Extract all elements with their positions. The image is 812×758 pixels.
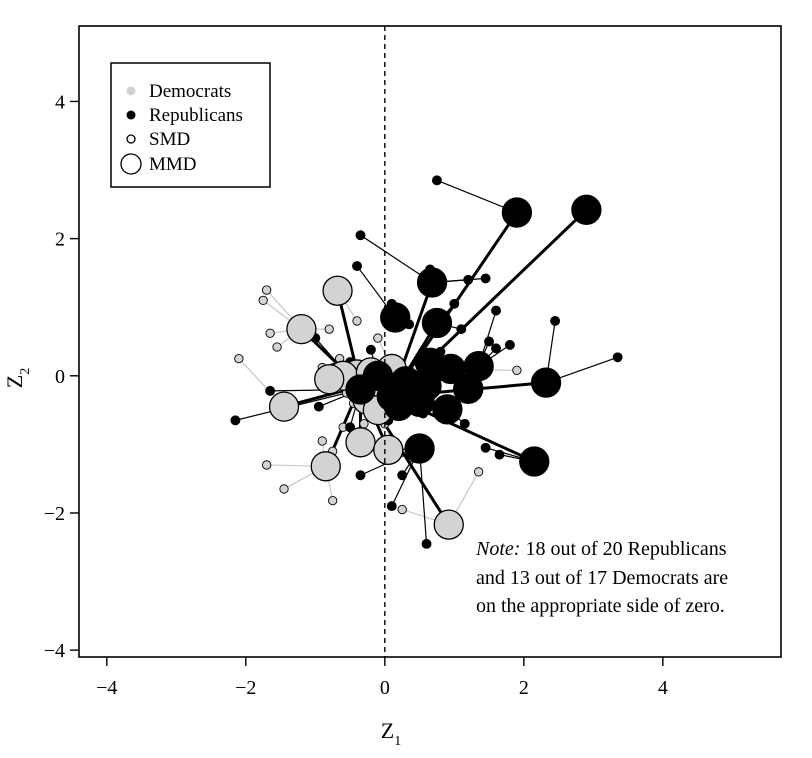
democrat-smd-point bbox=[373, 333, 383, 343]
y-tick-label: 4 bbox=[55, 91, 65, 113]
republican-smd-point bbox=[432, 175, 442, 186]
republican-smd-point bbox=[365, 344, 376, 355]
legend-label-republicans: Republicans bbox=[149, 105, 243, 126]
republican-smd-point bbox=[456, 324, 467, 335]
republican-smd-point bbox=[449, 298, 460, 309]
republican-connector bbox=[418, 448, 428, 544]
note-annotation: Note: 18 out of 20 Republicans and 13 ou… bbox=[475, 538, 728, 617]
y-tick-label: −2 bbox=[44, 503, 65, 525]
democrat-smd-point bbox=[317, 436, 327, 446]
republican-smd-point bbox=[265, 385, 276, 396]
republican-smd-point bbox=[459, 418, 470, 429]
republican-mmd-point bbox=[530, 367, 562, 398]
democrat-smd-point bbox=[262, 460, 272, 470]
legend-label-mmd: MMD bbox=[149, 154, 197, 175]
republican-smd-point bbox=[352, 261, 362, 272]
republican-smd-point bbox=[504, 339, 515, 350]
republican-mmd-point bbox=[421, 307, 453, 339]
democrat-smd-point bbox=[512, 365, 522, 375]
y-tick-label: 2 bbox=[55, 229, 65, 251]
x-tick-label: 2 bbox=[519, 677, 529, 699]
republican-smd-point bbox=[386, 501, 397, 512]
republican-mmd-point bbox=[571, 194, 602, 225]
republican-mmd-point bbox=[362, 360, 394, 391]
legend: Democrats Republicans SMD MMD bbox=[110, 62, 271, 188]
democrat-smd-point bbox=[234, 353, 244, 364]
x-axis-title: Z1 bbox=[381, 718, 401, 749]
democrat-smd-point bbox=[258, 295, 268, 305]
republican-mmd-point bbox=[404, 433, 435, 464]
note-line-3: on the appropriate side of zero. bbox=[476, 595, 725, 617]
democrat-mmd-point bbox=[433, 509, 464, 540]
republican-mmd-point bbox=[432, 394, 463, 425]
republican-smd-point bbox=[484, 336, 495, 347]
note-line-1: Note: 18 out of 20 Republicans bbox=[475, 538, 727, 560]
legend-label-democrats: Democrats bbox=[149, 81, 231, 102]
republican-smd-point bbox=[480, 273, 491, 284]
democrat-mmd-point bbox=[268, 391, 300, 422]
legend-marker-mmd bbox=[120, 153, 142, 175]
democrat-smd-point bbox=[265, 328, 275, 338]
democrat-smd-point bbox=[397, 504, 407, 515]
republican-mmd-point bbox=[411, 370, 442, 402]
republican-smd-point bbox=[494, 449, 505, 460]
legend-marker-democrats bbox=[126, 86, 136, 96]
plot-frame bbox=[78, 25, 782, 658]
democrat-mmd-point bbox=[310, 451, 341, 482]
y-tick-label: 0 bbox=[55, 366, 65, 388]
republican-smd-point bbox=[313, 401, 324, 412]
legend-label-smd: SMD bbox=[149, 129, 190, 150]
republican-smd-point bbox=[480, 442, 491, 453]
republican-mmd-point bbox=[416, 267, 448, 298]
republican-smd-point bbox=[550, 315, 561, 326]
republican-smd-point bbox=[491, 305, 501, 316]
republican-smd-point bbox=[612, 352, 623, 363]
democrat-mmd-point bbox=[345, 427, 376, 458]
democrat-smd-point bbox=[272, 342, 282, 352]
legend-marker-republicans bbox=[126, 110, 136, 120]
democrat-mmd-point bbox=[322, 275, 353, 306]
democrat-smd-point bbox=[474, 467, 484, 477]
x-tick-label: 0 bbox=[380, 677, 390, 699]
republican-mmd-point bbox=[453, 373, 484, 404]
plot-area-border bbox=[78, 25, 782, 658]
republican-smd-point bbox=[491, 343, 501, 354]
republican-smd-point bbox=[230, 415, 241, 426]
republican-mmd-point bbox=[501, 197, 533, 228]
democrat-smd-point bbox=[328, 495, 338, 506]
legend-marker-smd bbox=[126, 134, 136, 144]
republican-mmd-point bbox=[380, 302, 411, 333]
y-axis-title: Z2 bbox=[2, 368, 33, 388]
democrat-mmd-point bbox=[373, 434, 404, 466]
y-tick-label: −4 bbox=[44, 640, 65, 662]
democrat-mmd-point bbox=[286, 314, 317, 345]
democrat-smd-point bbox=[324, 324, 334, 334]
republican-smd-point bbox=[355, 230, 366, 241]
republican-mmd-point bbox=[383, 390, 414, 422]
republican-smd-point bbox=[397, 470, 408, 481]
note-line-2: and 13 out of 17 Democrats are bbox=[476, 567, 728, 589]
democrat-smd-point bbox=[352, 316, 362, 326]
axis-ticks: −4 −2 0 2 4 −4 −2 0 2 4 bbox=[44, 91, 668, 699]
republican-smd-point bbox=[421, 538, 432, 549]
democrat-mmd-point bbox=[314, 364, 345, 395]
x-tick-label: −2 bbox=[235, 677, 256, 699]
democrat-smd-point bbox=[279, 484, 289, 494]
republican-smd-point bbox=[463, 274, 474, 285]
democrat-smd-point bbox=[262, 285, 272, 295]
republican-mmd-point bbox=[519, 446, 550, 477]
republican-smd-point bbox=[355, 470, 366, 481]
x-tick-label: 4 bbox=[658, 677, 668, 699]
democrat-smd-point bbox=[359, 419, 369, 429]
x-tick-label: −4 bbox=[96, 677, 117, 699]
